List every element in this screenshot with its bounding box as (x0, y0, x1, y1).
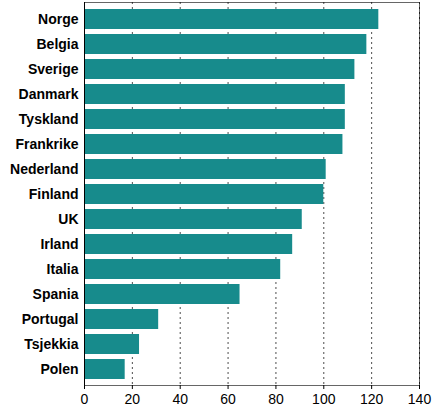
svg-text:Portugal: Portugal (22, 311, 79, 327)
svg-text:140: 140 (408, 391, 432, 407)
svg-text:Finland: Finland (29, 186, 79, 202)
svg-text:Norge: Norge (38, 11, 79, 27)
svg-text:80: 80 (268, 391, 284, 407)
svg-text:40: 40 (172, 391, 188, 407)
svg-text:100: 100 (312, 391, 336, 407)
svg-text:Sverige: Sverige (28, 61, 79, 77)
svg-text:Nederland: Nederland (10, 161, 78, 177)
svg-text:120: 120 (360, 391, 384, 407)
svg-text:Irland: Irland (40, 236, 78, 252)
svg-text:Frankrike: Frankrike (15, 136, 78, 152)
svg-text:Italia: Italia (47, 261, 79, 277)
svg-text:Spania: Spania (33, 286, 79, 302)
svg-text:Belgia: Belgia (36, 36, 78, 52)
svg-text:Tsjekkia: Tsjekkia (24, 336, 78, 352)
svg-text:Polen: Polen (40, 361, 78, 377)
svg-text:UK: UK (58, 211, 78, 227)
svg-text:20: 20 (125, 391, 141, 407)
svg-text:Danmark: Danmark (19, 86, 79, 102)
svg-text:Tyskland: Tyskland (19, 111, 79, 127)
svg-text:60: 60 (220, 391, 236, 407)
svg-text:0: 0 (81, 391, 89, 407)
